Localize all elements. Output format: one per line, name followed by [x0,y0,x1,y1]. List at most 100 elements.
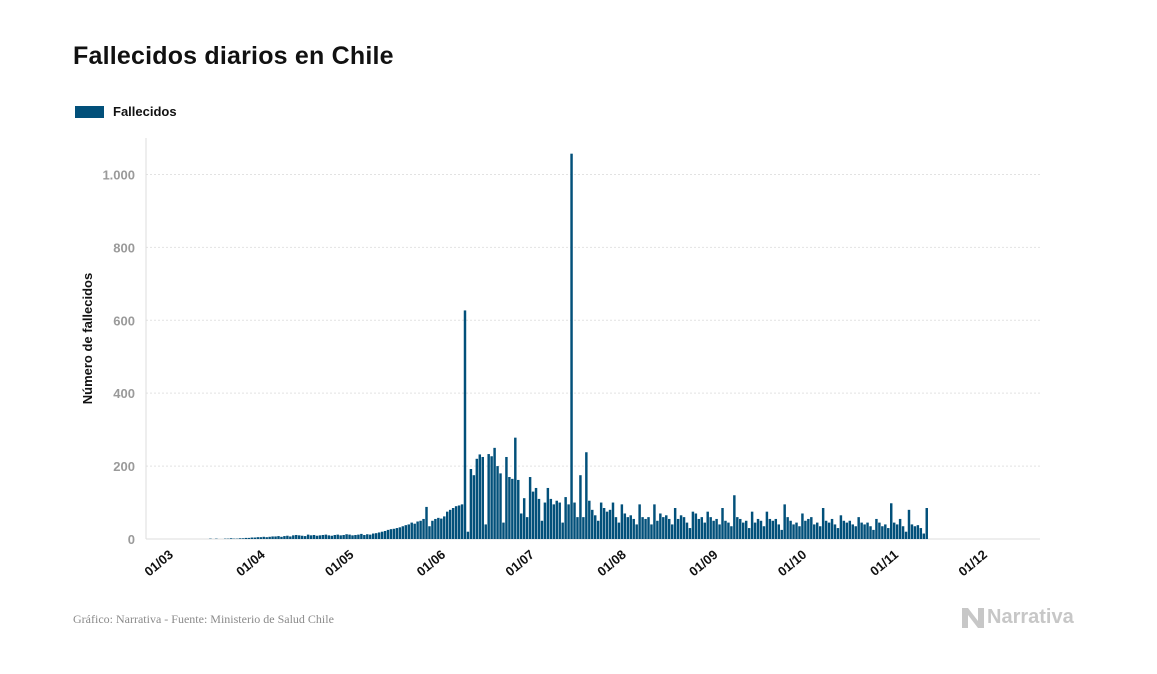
bar [543,502,547,539]
bar [395,528,399,539]
bar [514,437,517,539]
bar [768,518,772,539]
bar [673,508,677,539]
bar [410,522,413,539]
bar [292,535,295,539]
bar [907,509,911,539]
bar [869,526,872,539]
bar [499,473,502,539]
y-axis-label: Número de fallecidos [80,273,95,404]
bar [706,511,709,539]
bar [756,518,760,539]
bar [286,535,289,539]
y-tick-label: 600 [113,313,135,328]
bar [333,534,336,539]
bar [434,518,437,539]
bar [295,534,298,539]
bar [372,533,375,539]
bar [623,513,627,539]
legend-label: Fallecidos [113,104,177,119]
bar [487,454,490,539]
bar [289,536,292,539]
bar [801,513,804,539]
bar [736,517,739,539]
bar [369,534,372,539]
bar [537,498,541,539]
bar [348,534,351,539]
bar [380,531,384,539]
bar [315,535,319,539]
bar [759,520,763,539]
bar [253,537,257,539]
bar [789,520,792,539]
bar [298,535,301,539]
bar [659,513,662,539]
bar [502,522,505,539]
bar [478,454,482,539]
x-tick-label: 01/04 [233,546,268,579]
bar [300,535,304,539]
bar [602,508,606,539]
bar [762,526,766,539]
bar [419,520,422,539]
bar [555,500,558,539]
bar [576,517,579,539]
bar [401,526,405,539]
bar [860,522,863,539]
bar [647,517,650,539]
bar [238,538,242,539]
bar [454,506,458,539]
bar [567,504,570,539]
bar [386,529,390,539]
bar [611,502,615,539]
bar [274,536,277,539]
bar [709,517,712,539]
bar [904,531,908,539]
bar [875,518,878,539]
bar [771,520,775,539]
bar [496,466,499,539]
legend: Fallecidos [75,104,177,119]
bar [887,528,890,539]
bar [457,505,461,539]
bar [534,487,538,539]
bar [697,518,701,539]
bar [330,535,334,539]
bar [561,522,564,539]
bar [700,517,704,539]
bar [827,522,831,539]
bar [724,520,727,539]
bar [425,506,428,539]
bar [443,516,446,539]
bar [306,534,310,539]
bar [824,520,828,539]
bar [354,534,357,539]
bar [617,522,621,539]
bar [336,534,339,539]
bar [783,504,786,539]
bar [807,518,810,539]
y-tick-label: 0 [128,532,135,547]
bar [916,525,920,539]
bar [901,526,905,539]
bar [718,524,721,539]
bar [398,527,402,539]
bar [463,310,467,539]
bar [389,529,393,539]
bar [256,537,260,539]
bar [730,526,733,539]
bar [549,498,553,539]
bar [585,452,588,539]
x-tick-label: 01/11 [867,547,901,579]
bar [324,534,328,539]
bar [451,508,455,539]
bar [259,537,262,539]
bar [268,536,271,539]
bar [890,503,893,539]
bar [422,518,425,539]
bar [407,524,410,539]
bar [774,518,778,539]
x-tick-label: 01/12 [955,547,990,579]
bar [925,508,928,539]
bars [209,153,928,539]
